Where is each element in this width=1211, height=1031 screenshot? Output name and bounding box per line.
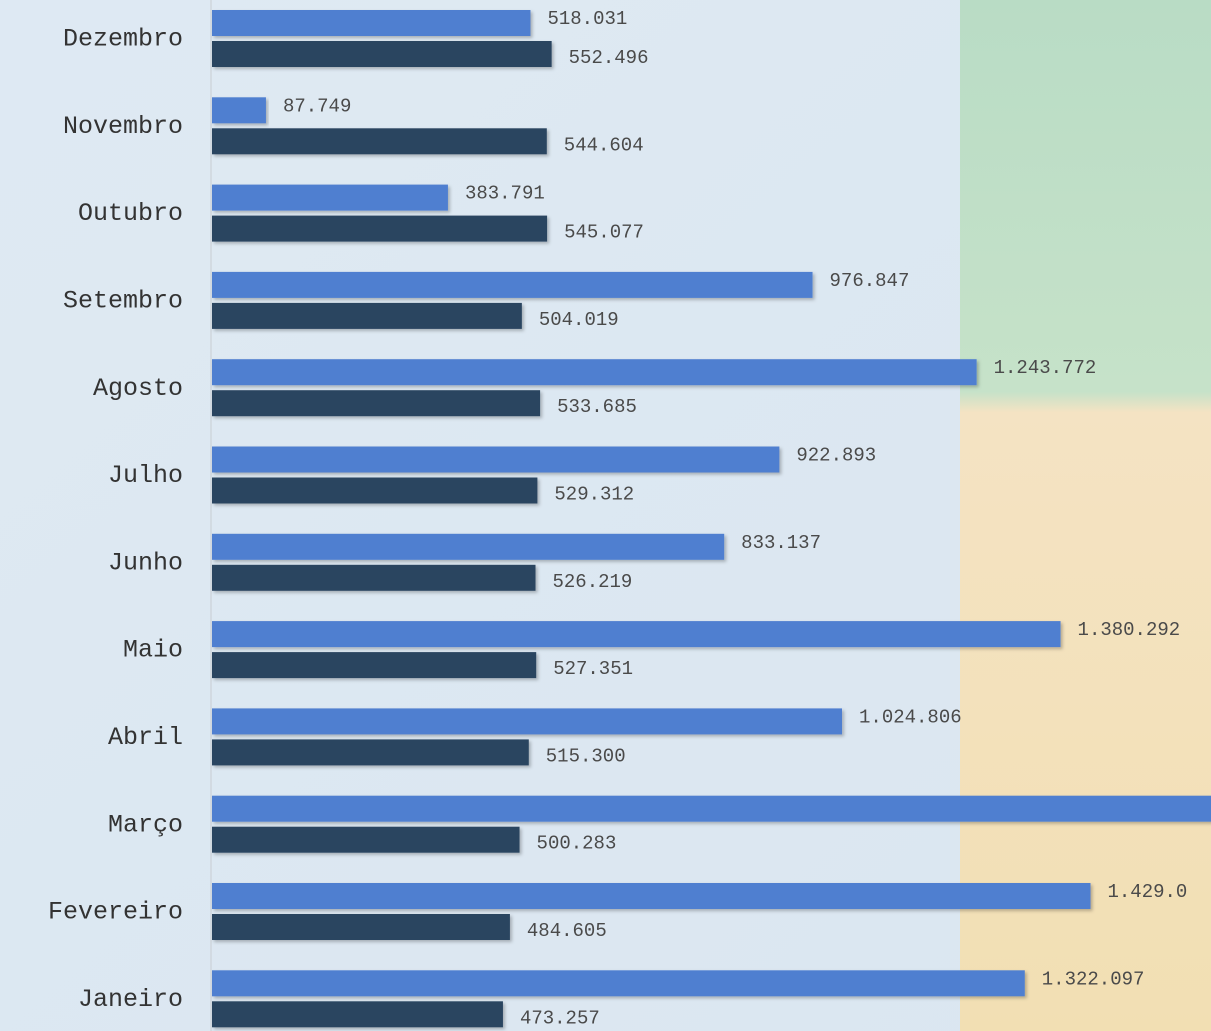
category-label: Setembro (63, 287, 183, 316)
value-label: 529.312 (554, 484, 634, 506)
value-label: 518.031 (547, 8, 627, 30)
category-label: Outubro (78, 199, 183, 228)
value-label: 533.685 (557, 396, 637, 418)
bar (212, 216, 547, 242)
category-label: Janeiro (78, 985, 183, 1014)
value-label: 87.749 (283, 95, 351, 117)
bar (212, 534, 724, 560)
bar (212, 827, 520, 853)
value-label: 976.847 (830, 270, 910, 292)
chart: Dezembro 518.031 552.496 Novembro 87.749 544.… (0, 0, 1211, 1031)
value-label: 1.322.097 (1042, 968, 1145, 990)
category-label: Dezembro (63, 25, 183, 54)
bar (212, 652, 536, 678)
bar (212, 359, 977, 385)
bar (212, 970, 1025, 996)
bar (212, 478, 537, 504)
category-label: Fevereiro (48, 898, 183, 927)
value-label: 383.791 (465, 183, 545, 205)
bar (212, 796, 1211, 822)
bar (212, 185, 448, 211)
value-label: 922.893 (796, 445, 876, 467)
value-label: 1.243.772 (994, 357, 1097, 379)
bar (212, 128, 547, 154)
background-overlay (0, 0, 960, 1031)
value-label: 500.283 (537, 833, 617, 855)
value-label: 473.257 (520, 1007, 600, 1029)
bar (212, 914, 510, 940)
page: Dezembro 518.031 552.496 Novembro 87.749 544.… (0, 0, 1211, 1031)
value-label: 1.024.806 (859, 706, 962, 728)
bar (212, 10, 530, 36)
bar (212, 390, 540, 416)
bar (212, 447, 779, 473)
background-right (960, 0, 1211, 1031)
category-label: Junho (108, 548, 183, 577)
bar (212, 883, 1091, 909)
bar (212, 97, 266, 123)
bar (212, 739, 529, 765)
category-label: Novembro (63, 112, 183, 141)
value-label: 515.300 (546, 745, 626, 767)
value-label: 527.351 (553, 658, 633, 680)
value-label: 545.077 (564, 222, 644, 244)
category-label: Abril (108, 723, 183, 752)
bar (212, 621, 1061, 647)
category-label: Março (108, 810, 183, 839)
value-label: 552.496 (569, 47, 649, 69)
value-label: 1.380.292 (1078, 619, 1181, 641)
category-label: Julho (108, 461, 183, 490)
value-label: 526.219 (553, 571, 633, 593)
value-label: 484.605 (527, 920, 607, 942)
bar (212, 708, 842, 734)
bar (212, 1001, 503, 1027)
bar (212, 303, 522, 329)
bar (212, 565, 536, 591)
value-label: 833.137 (741, 532, 821, 554)
bar (212, 41, 552, 67)
category-label: Agosto (93, 374, 183, 403)
value-label: 504.019 (539, 309, 619, 331)
value-label: 544.604 (564, 134, 644, 156)
value-label: 1.429.0 (1108, 881, 1188, 903)
bar (212, 272, 813, 298)
category-label: Maio (123, 636, 183, 665)
